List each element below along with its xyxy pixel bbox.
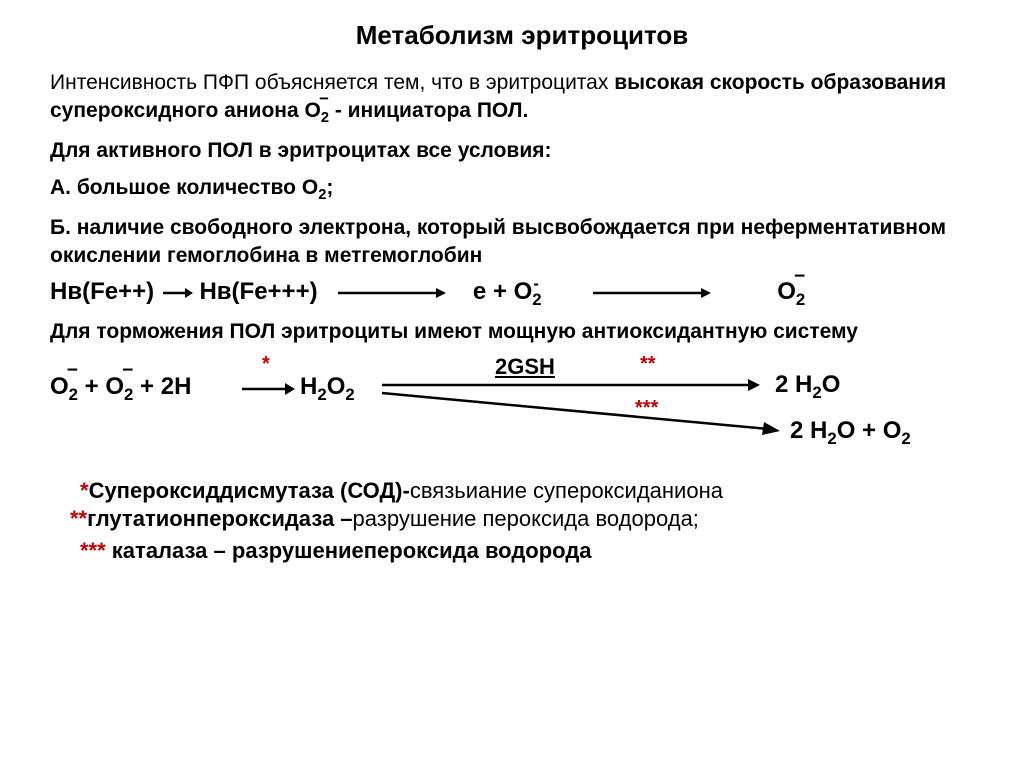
page-title: Метаболизм эритроцитов <box>50 20 994 51</box>
footnote-2: **глутатионпероксидаза –разрушение перок… <box>50 506 994 532</box>
arrow-icon <box>240 377 295 405</box>
gsh-label: 2GSH <box>495 354 555 380</box>
paragraph-2: Для активного ПОЛ в эритроцитах все усло… <box>50 137 994 165</box>
star-2: ** <box>640 353 656 376</box>
diagram-reactants: О2 + О2 + 2Н <box>50 373 191 405</box>
minus-icon: - <box>533 274 539 293</box>
paragraph-1: Интенсивность ПФП объясняется тем, что в… <box>50 69 994 129</box>
eq1-b: Нв(Fe+++) <box>199 278 317 305</box>
footnote-3: *** каталаза – разрушениепероксида водор… <box>50 538 994 564</box>
arrow-icon <box>591 286 711 300</box>
star-3: *** <box>635 397 658 420</box>
eq1-a: Нв(Fe++) <box>50 278 154 305</box>
arrow-icon <box>336 286 446 300</box>
slide: Метаболизм эритроцитов Интенсивность ПФП… <box>0 0 1024 768</box>
p1-o2: 2 <box>321 99 329 122</box>
star-1: * <box>262 353 270 376</box>
eq1-d: О2 <box>777 278 805 305</box>
equation-1: Нв(Fe++) Нв(Fe+++) е + О2 - О2 <box>50 278 994 310</box>
footnote-1: *Супероксиддисмутаза (СОД)-связьиание су… <box>50 478 994 504</box>
paragraph-4: Для торможения ПОЛ эритроциты имеют мощн… <box>50 318 994 346</box>
paragraph-3b: Б. наличие свободного электрона, который… <box>50 214 994 271</box>
diagram-product-2: 2 Н2О + О2 <box>790 417 911 449</box>
paragraph-3a: А. большое количество О2; <box>50 174 994 206</box>
diagram-product-1: 2 Н2О <box>775 371 840 403</box>
p1-lead: Интенсивность ПФП объясняется тем, что в… <box>50 71 614 94</box>
eq1-c: е + О <box>473 278 532 305</box>
reaction-diagram: О2 + О2 + 2Н * Н2О2 2GSH ** 2 Н2О *** <box>50 355 994 470</box>
arrow-icon <box>380 389 780 444</box>
p1-bold2: - инициатора ПОЛ. <box>329 99 528 122</box>
diagram-h2o2: Н2О2 <box>300 373 355 405</box>
arrow-icon <box>161 286 193 300</box>
